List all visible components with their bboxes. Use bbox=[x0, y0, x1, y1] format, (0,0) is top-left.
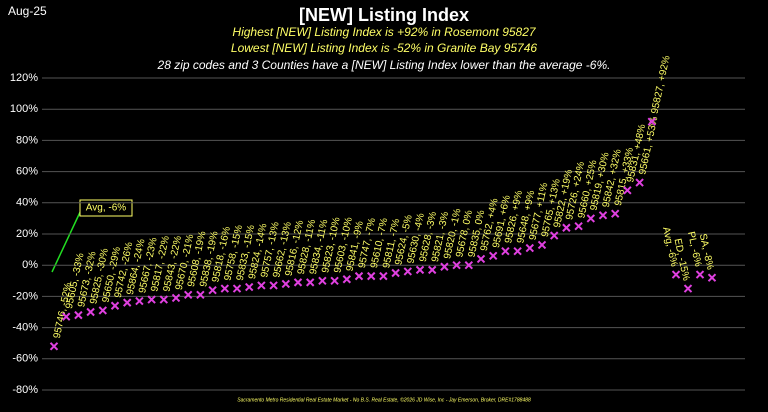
marker bbox=[586, 214, 596, 223]
marker bbox=[537, 240, 547, 250]
y-tick-label: 120% bbox=[10, 72, 38, 84]
date: Aug-25 bbox=[8, 4, 47, 18]
marker bbox=[232, 284, 242, 293]
marker bbox=[610, 209, 620, 218]
y-tick-label: 80% bbox=[16, 134, 38, 146]
marker bbox=[147, 295, 156, 304]
marker bbox=[61, 312, 71, 321]
annotation-arrow bbox=[51, 207, 83, 273]
marker bbox=[488, 251, 498, 261]
marker bbox=[403, 267, 413, 276]
marker bbox=[122, 298, 132, 307]
marker bbox=[440, 262, 449, 271]
marker bbox=[452, 260, 461, 270]
y-tick-label: 0% bbox=[22, 259, 38, 271]
marker bbox=[281, 279, 291, 289]
marker bbox=[695, 270, 705, 279]
marker bbox=[86, 307, 95, 317]
marker bbox=[98, 306, 108, 315]
y-tick-label: -80% bbox=[12, 384, 38, 396]
marker bbox=[330, 276, 339, 286]
y-tick-label: 20% bbox=[16, 228, 38, 240]
y-tick-label: 40% bbox=[16, 197, 38, 209]
marker bbox=[342, 275, 352, 284]
data-label: 95827, +92% bbox=[650, 55, 673, 115]
marker bbox=[379, 271, 388, 281]
subtitle: Lowest [NEW] Listing Index is -52% in Gr… bbox=[231, 41, 537, 55]
marker bbox=[196, 290, 205, 300]
marker bbox=[549, 231, 559, 240]
marker bbox=[305, 278, 315, 287]
marker bbox=[74, 310, 83, 320]
marker bbox=[293, 278, 303, 287]
y-tick-label: -20% bbox=[12, 290, 38, 302]
y-tick-label: 100% bbox=[10, 103, 38, 115]
y-tick-label: 60% bbox=[16, 166, 38, 178]
marker bbox=[683, 284, 693, 293]
marker bbox=[707, 273, 717, 282]
marker bbox=[159, 295, 169, 304]
y-tick-label: -40% bbox=[12, 322, 38, 334]
y-tick-label: -60% bbox=[12, 353, 38, 365]
marker bbox=[220, 284, 230, 293]
marker bbox=[244, 282, 254, 292]
marker bbox=[49, 342, 59, 351]
marker bbox=[635, 178, 644, 187]
annotation: Avg, -6% bbox=[86, 203, 126, 214]
marker bbox=[574, 221, 583, 231]
marker bbox=[171, 293, 181, 303]
subtitle: 28 zip codes and 3 Counties have a [NEW]… bbox=[157, 58, 611, 72]
marker bbox=[647, 117, 657, 126]
marker bbox=[135, 296, 144, 306]
footer: Sacramento Metro Residential Real Estate… bbox=[237, 396, 531, 403]
marker bbox=[208, 285, 217, 295]
marker bbox=[183, 290, 193, 300]
marker bbox=[464, 260, 474, 270]
marker bbox=[354, 271, 364, 281]
chart-title: [NEW] Listing Index bbox=[299, 5, 469, 25]
marker bbox=[501, 246, 510, 256]
marker bbox=[257, 281, 266, 290]
marker bbox=[598, 211, 608, 220]
marker bbox=[671, 270, 681, 279]
marker bbox=[623, 186, 632, 195]
marker bbox=[513, 246, 522, 256]
marker bbox=[562, 223, 571, 232]
annotation-box bbox=[79, 199, 133, 217]
marker bbox=[318, 276, 327, 286]
marker bbox=[366, 271, 376, 281]
subtitle: Highest [NEW] Listing Index is +92% in R… bbox=[232, 25, 536, 39]
marker bbox=[110, 301, 120, 310]
marker bbox=[269, 281, 278, 290]
marker bbox=[391, 268, 400, 278]
marker bbox=[415, 265, 425, 275]
marker bbox=[525, 243, 535, 253]
marker bbox=[476, 254, 486, 264]
marker bbox=[427, 265, 437, 275]
